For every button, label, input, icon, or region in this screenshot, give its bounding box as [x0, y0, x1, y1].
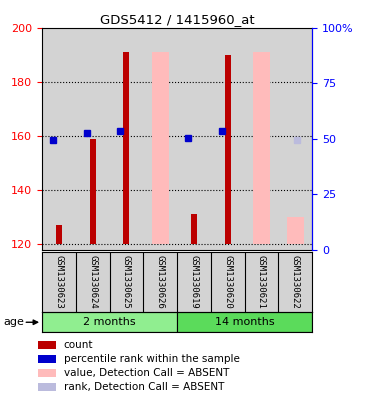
Bar — [123, 52, 130, 244]
Text: GSM1330624: GSM1330624 — [88, 255, 97, 309]
Bar — [56, 225, 62, 244]
Text: GSM1330622: GSM1330622 — [291, 255, 300, 309]
Bar — [177, 312, 312, 332]
Text: GSM1330625: GSM1330625 — [122, 255, 131, 309]
Bar — [42, 28, 76, 250]
Text: GSM1330626: GSM1330626 — [155, 255, 165, 309]
Bar — [152, 52, 169, 244]
Text: age: age — [4, 317, 24, 327]
Text: percentile rank within the sample: percentile rank within the sample — [64, 354, 239, 364]
Bar — [253, 133, 270, 244]
Text: count: count — [64, 340, 93, 350]
Bar — [253, 52, 270, 244]
Text: GSM1330623: GSM1330623 — [54, 255, 64, 309]
Bar — [38, 369, 55, 377]
Bar — [287, 217, 304, 244]
Text: value, Detection Call = ABSENT: value, Detection Call = ABSENT — [64, 368, 229, 378]
Text: GSM1330621: GSM1330621 — [257, 255, 266, 309]
Bar — [191, 214, 197, 244]
Bar — [110, 28, 143, 250]
Bar — [38, 383, 55, 391]
Bar — [245, 28, 278, 250]
Bar — [152, 133, 169, 244]
Bar — [224, 55, 231, 244]
Title: GDS5412 / 1415960_at: GDS5412 / 1415960_at — [100, 13, 254, 26]
Bar — [89, 138, 96, 244]
Bar — [211, 28, 245, 250]
Text: GSM1330620: GSM1330620 — [223, 255, 232, 309]
Bar — [42, 312, 177, 332]
Bar — [278, 28, 312, 250]
Bar — [38, 340, 55, 349]
Text: GSM1330619: GSM1330619 — [189, 255, 199, 309]
Bar — [143, 28, 177, 250]
Bar — [38, 354, 55, 363]
Bar — [177, 28, 211, 250]
Text: 14 months: 14 months — [215, 317, 274, 327]
Text: 2 months: 2 months — [83, 317, 136, 327]
Text: rank, Detection Call = ABSENT: rank, Detection Call = ABSENT — [64, 382, 224, 392]
Bar — [76, 28, 110, 250]
